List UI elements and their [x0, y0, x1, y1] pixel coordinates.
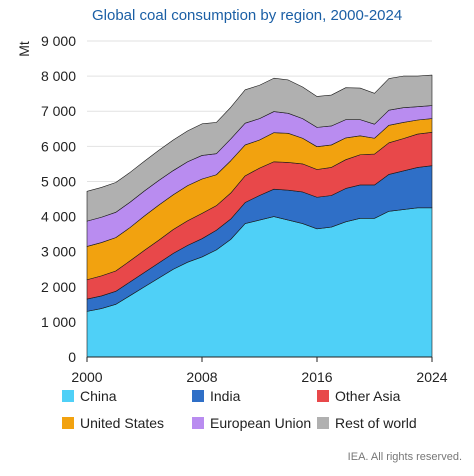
y-tick-label: 2 000 [41, 279, 76, 295]
legend-swatch [62, 417, 74, 429]
x-tick-label: 2008 [186, 369, 217, 385]
legend-label: United States [80, 415, 165, 431]
legend-swatch [192, 390, 204, 402]
legend-item-rest-of-world: Rest of world [317, 415, 417, 431]
legend-item-united-states: United States [62, 415, 164, 431]
y-axis-label: Mt [16, 41, 32, 57]
legend-label: China [80, 388, 117, 404]
legend-swatch [317, 417, 329, 429]
legend-item-india: India [192, 388, 240, 404]
legend-item-other-asia: Other Asia [317, 388, 400, 404]
y-tick-label: 8 000 [41, 68, 76, 84]
legend-label: India [210, 388, 241, 404]
legend-swatch [317, 390, 329, 402]
chart-title: Global coal consumption by region, 2000-… [92, 7, 403, 24]
legend-label: Rest of world [335, 415, 417, 431]
x-tick-label: 2024 [416, 369, 447, 385]
credit-text: IEA. All rights reserved. [347, 451, 462, 463]
x-tick-label: 2016 [301, 369, 332, 385]
area-series-group [86, 74, 433, 358]
y-tick-label: 3 000 [41, 244, 76, 260]
legend-item-european-union: European Union [192, 415, 311, 431]
x-tick-label: 2000 [71, 369, 102, 385]
y-tick-label: 9 000 [41, 33, 76, 49]
axes: 0 1 000 2 000 3 000 4 000 5 000 6 000 7 000 8 00… [16, 33, 448, 385]
y-tick-label: 4 000 [41, 209, 76, 225]
legend-label: European Union [210, 415, 312, 431]
y-tick-label: 6 000 [41, 138, 76, 154]
y-tick-label: 5 000 [41, 173, 76, 189]
area-series-rest-of-world [86, 74, 433, 222]
y-tick-label: 0 [68, 349, 76, 365]
y-tick-label: 7 000 [41, 103, 76, 119]
legend-item-china: China [62, 388, 117, 404]
legend-label: Other Asia [335, 388, 401, 404]
legend-swatch [192, 417, 204, 429]
legend-swatch [62, 390, 74, 402]
y-tick-label: 1 000 [41, 314, 76, 330]
